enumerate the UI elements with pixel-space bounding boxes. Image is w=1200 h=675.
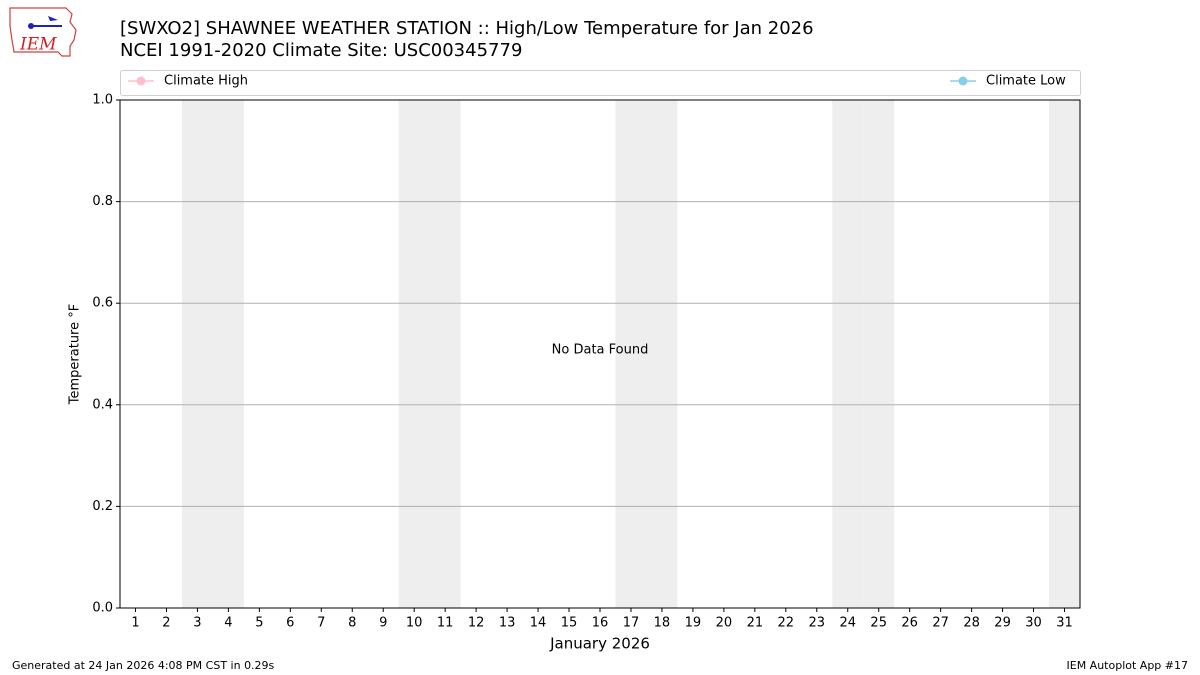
x-tick-label: 25 <box>870 616 887 631</box>
x-tick-label: 8 <box>348 616 356 631</box>
chart-title: [SWXO2] SHAWNEE WEATHER STATION :: High/… <box>120 18 814 39</box>
annotation: No Data Found <box>552 343 649 358</box>
shaded-band <box>429 100 461 608</box>
shaded-band <box>615 100 647 608</box>
x-tick-label: 30 <box>1025 616 1042 631</box>
x-tick-label: 19 <box>685 616 702 631</box>
y-tick-label: 0.0 <box>92 601 113 616</box>
legend-box <box>120 70 1081 96</box>
legend-marker <box>136 76 146 86</box>
legend-marker <box>958 76 968 86</box>
x-tick-label: 15 <box>561 616 578 631</box>
x-tick-label: 20 <box>716 616 733 631</box>
x-tick-label: 29 <box>994 616 1011 631</box>
x-tick-label: 16 <box>592 616 609 631</box>
x-tick-label: 13 <box>499 616 516 631</box>
logo-dot <box>28 23 34 29</box>
x-tick-label: 31 <box>1056 616 1073 631</box>
plot-area: 0.00.20.40.60.81.01 2 3 4 5 6 7 8 9 10 11 12 13 14 15 1… <box>92 93 1081 631</box>
shaded-band <box>398 100 430 608</box>
shaded-band <box>832 100 864 608</box>
x-tick-label: 12 <box>468 616 485 631</box>
y-tick-label: 0.2 <box>92 499 113 514</box>
logo-vane <box>48 16 58 21</box>
x-tick-label: 24 <box>839 616 856 631</box>
x-tick-label: 28 <box>963 616 980 631</box>
x-tick-label: 11 <box>437 616 454 631</box>
logo: IEM <box>9 7 77 57</box>
x-tick-label: 10 <box>406 616 423 631</box>
x-tick-label: 6 <box>286 616 294 631</box>
logo-text: IEM <box>19 35 57 55</box>
x-axis-label: January 2026 <box>549 635 650 653</box>
legend-label: Climate Low <box>986 74 1066 89</box>
x-tick-label: 7 <box>317 616 325 631</box>
legend-label: Climate High <box>164 74 248 89</box>
footer-left: Generated at 24 Jan 2026 4:08 PM CST in … <box>12 659 275 672</box>
y-tick-label: 0.6 <box>92 296 113 311</box>
y-tick-label: 0.8 <box>92 194 113 209</box>
shaded-band <box>181 100 213 608</box>
y-axis-label: Temperature °F <box>68 304 83 405</box>
y-tick-label: 0.4 <box>92 397 113 412</box>
shaded-band <box>646 100 678 608</box>
chart-subtitle: NCEI 1991-2020 Climate Site: USC00345779 <box>120 40 522 61</box>
x-tick-label: 2 <box>162 616 170 631</box>
y-tick-label: 1.0 <box>92 93 113 108</box>
footer-right: IEM Autoplot App #17 <box>1067 659 1189 672</box>
x-tick-label: 14 <box>530 616 547 631</box>
x-tick-label: 1 <box>131 616 139 631</box>
x-tick-label: 9 <box>379 616 387 631</box>
x-tick-label: 3 <box>193 616 201 631</box>
x-tick-label: 22 <box>778 616 795 631</box>
x-tick-label: 18 <box>654 616 671 631</box>
x-tick-label: 17 <box>623 616 640 631</box>
x-tick-label: 26 <box>901 616 918 631</box>
x-tick-label: 23 <box>809 616 826 631</box>
logo-outline <box>9 7 77 57</box>
x-tick-label: 4 <box>224 616 232 631</box>
x-tick-label: 5 <box>255 616 263 631</box>
x-tick-label: 27 <box>932 616 949 631</box>
shaded-band <box>863 100 895 608</box>
shaded-band <box>1049 100 1080 608</box>
shaded-band <box>212 100 244 608</box>
x-tick-label: 21 <box>747 616 764 631</box>
plot-frame <box>119 99 1081 609</box>
